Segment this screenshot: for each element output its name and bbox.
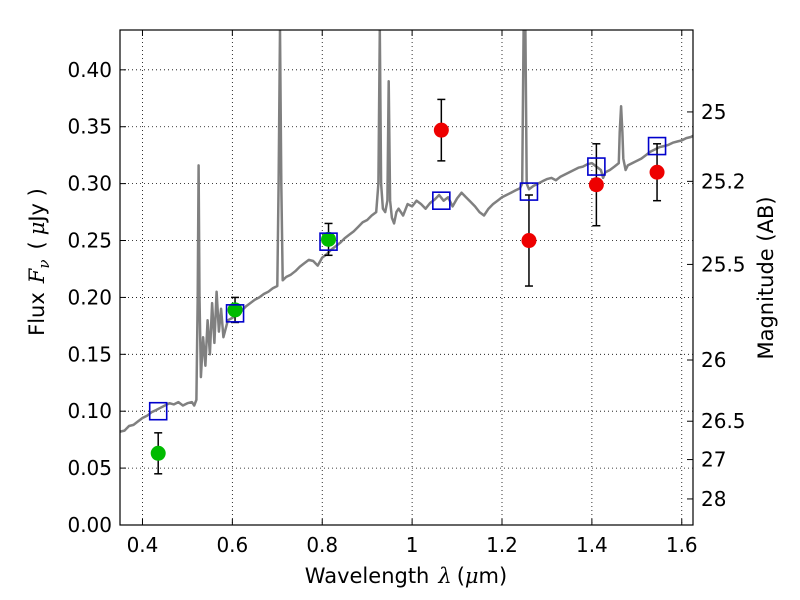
x-tick-label: 0.4 xyxy=(127,533,159,557)
magnitude-tick-label: 27 xyxy=(701,448,726,472)
magnitude-tick-label: 25 xyxy=(701,100,726,124)
x-tick-label: 1.2 xyxy=(486,533,518,557)
y-axis-label-symbol: F xyxy=(25,267,49,284)
y-tick-label: 0.35 xyxy=(67,115,112,139)
y-tick-label: 0.20 xyxy=(67,285,112,309)
model-band-marker xyxy=(432,191,451,210)
x-tick-label: 1.4 xyxy=(576,533,608,557)
grid xyxy=(120,30,693,526)
x-axis-label-symbol: λ xyxy=(437,564,451,588)
green-data-point xyxy=(150,445,166,461)
x-tick-label: 0.8 xyxy=(306,533,338,557)
y-tick-label: 0.30 xyxy=(67,172,112,196)
y-tick-label: 0.25 xyxy=(67,229,112,253)
red-data-point xyxy=(588,177,604,193)
red-data-point xyxy=(433,122,449,138)
x-axis-label-unit-rest: m) xyxy=(479,564,508,588)
magnitude-tick-label: 25.5 xyxy=(701,252,746,276)
model-band-marker xyxy=(319,232,338,251)
y-tick-label: 0.15 xyxy=(67,342,112,366)
magnitude-tick-label: 28 xyxy=(701,487,726,511)
y-axis-label-unit-open: ( xyxy=(25,241,49,249)
magnitude-tick-label: 26 xyxy=(701,348,726,372)
data-points xyxy=(148,98,667,475)
axis-ticks: 0.4 0.6 0.8 1 1.2 1.4 1.6 0.00 0.05 0.10 0.15 0.20 0… xyxy=(67,30,746,557)
y-axis-label-unit-rest: Jy ) xyxy=(25,188,49,224)
x-axis-label-unit-mu: μ xyxy=(465,564,479,588)
x-axis-label-prefix: Wavelength xyxy=(305,564,430,588)
model-band-marker xyxy=(148,401,168,421)
x-axis-label-unit-open: ( xyxy=(457,564,465,588)
model-band-marker xyxy=(225,304,245,323)
y-axis-label-prefix: Flux xyxy=(25,292,49,336)
x-tick-label: 1.6 xyxy=(666,533,698,557)
model-spectrum-line xyxy=(120,30,693,433)
y-axis-label: Flux Fν ( μJy ) xyxy=(25,188,53,336)
model-band-marker xyxy=(519,182,539,201)
plot-frame xyxy=(119,29,694,526)
y-tick-label: 0.00 xyxy=(67,513,112,537)
y-tick-label: 0.10 xyxy=(67,399,112,423)
green-data-point xyxy=(321,231,337,247)
green-data-point xyxy=(227,302,243,318)
y-axis-label-unit-mu: μ xyxy=(25,222,49,236)
right-axis-label: Magnitude (AB) xyxy=(754,196,778,359)
y-tick-label: 0.05 xyxy=(67,456,112,480)
x-tick-label: 0.6 xyxy=(216,533,248,557)
y-axis-label-subscript: ν xyxy=(35,260,53,269)
x-tick-label: 1 xyxy=(406,533,419,557)
magnitude-tick-label: 26.5 xyxy=(701,409,746,433)
plot-background xyxy=(120,30,693,525)
model-band-marker xyxy=(587,157,606,176)
model-spectrum xyxy=(120,30,693,433)
x-axis-label: Wavelength λ (μm) xyxy=(305,564,507,588)
red-data-point xyxy=(649,164,665,180)
y-tick-label: 0.40 xyxy=(67,58,112,82)
magnitude-tick-label: 25.2 xyxy=(701,169,746,193)
red-data-point xyxy=(521,233,537,249)
model-band-marker xyxy=(647,136,667,156)
